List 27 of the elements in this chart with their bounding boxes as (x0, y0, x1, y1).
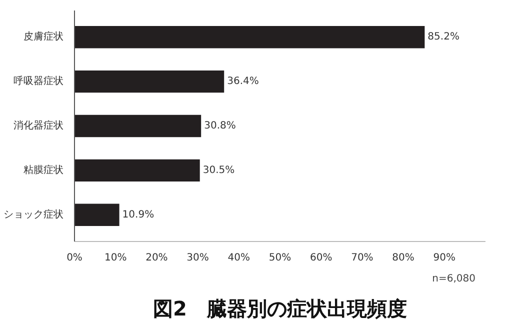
data-label: 30.5% (202, 164, 235, 176)
x-tick-label: 30% (186, 252, 209, 264)
bar (74, 114, 202, 138)
x-tick-label: 50% (268, 252, 292, 264)
data-label: 30.8% (204, 120, 236, 132)
x-tick-label: 0% (66, 252, 82, 264)
x-tick-label: 20% (146, 252, 168, 264)
x-tick-label: 10% (104, 252, 127, 264)
bar (74, 159, 200, 182)
x-tick-label: 90% (433, 252, 456, 264)
data-label: 10.9% (122, 209, 154, 220)
x-tick-label: 80% (392, 252, 414, 264)
x-tick-label: 60% (310, 252, 332, 264)
y-tick-label: 粘膜症状 (24, 164, 64, 176)
y-tick-label: ショック症状 (4, 208, 64, 220)
x-tick-label: 40% (228, 252, 250, 264)
data-label: 36.4% (227, 76, 259, 88)
x-tick-label: 70% (351, 252, 374, 264)
y-tick-label: 皮膚症状 (24, 30, 64, 43)
bar (74, 26, 425, 48)
bar (74, 70, 224, 93)
y-tick-label: 呼吸器症状 (14, 75, 64, 88)
y-tick-label: 消化器症状 (14, 120, 64, 132)
data-label: 85.2% (428, 32, 460, 43)
text: n=6,080 (432, 274, 476, 284)
bar (74, 204, 120, 226)
text: 図2 臓器別の症状出現頻度 (153, 296, 407, 320)
